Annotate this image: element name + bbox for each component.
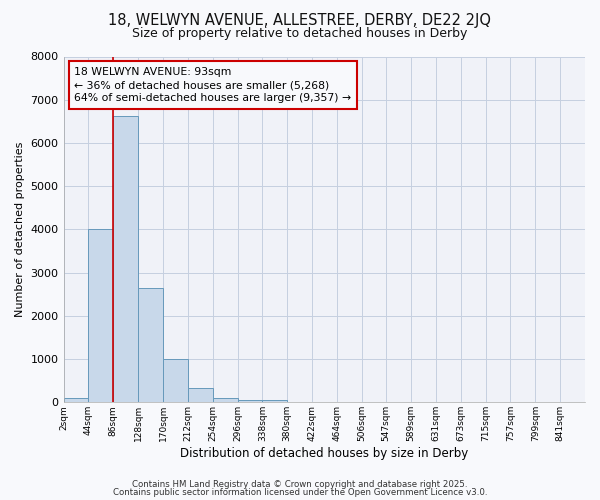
Bar	[212, 398, 238, 402]
Bar	[188, 388, 212, 402]
Bar	[238, 400, 262, 402]
Text: 18, WELWYN AVENUE, ALLESTREE, DERBY, DE22 2JQ: 18, WELWYN AVENUE, ALLESTREE, DERBY, DE2…	[109, 12, 491, 28]
Text: 18 WELWYN AVENUE: 93sqm
← 36% of detached houses are smaller (5,268)
64% of semi: 18 WELWYN AVENUE: 93sqm ← 36% of detache…	[74, 67, 351, 104]
Bar	[88, 228, 113, 402]
Bar	[64, 398, 88, 402]
Y-axis label: Number of detached properties: Number of detached properties	[15, 142, 25, 317]
Bar	[262, 400, 287, 402]
X-axis label: Distribution of detached houses by size in Derby: Distribution of detached houses by size …	[180, 447, 469, 460]
Bar	[163, 359, 188, 403]
Bar	[113, 116, 138, 403]
Bar	[138, 288, 163, 403]
Text: Contains HM Land Registry data © Crown copyright and database right 2025.: Contains HM Land Registry data © Crown c…	[132, 480, 468, 489]
Text: Size of property relative to detached houses in Derby: Size of property relative to detached ho…	[133, 28, 467, 40]
Text: Contains public sector information licensed under the Open Government Licence v3: Contains public sector information licen…	[113, 488, 487, 497]
